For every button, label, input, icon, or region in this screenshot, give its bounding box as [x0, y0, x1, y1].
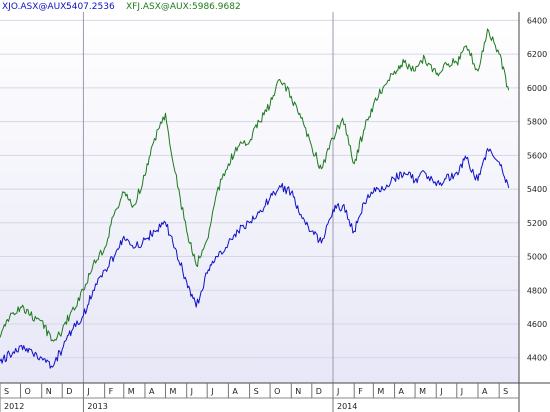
y-tick-label-6200: 6200: [527, 50, 547, 59]
month-label-1: O: [25, 387, 31, 396]
legend-label-xjo: XJO.ASX@AUX:: [2, 2, 69, 12]
legend: XJO.ASX@AUX: 5407.2536 XFJ.ASX@AUX: 5986…: [0, 0, 550, 12]
month-label-4: J: [86, 387, 89, 396]
y-tick-label-5000: 5000: [527, 253, 547, 262]
y-tick-label-5800: 5800: [527, 118, 547, 127]
grid-layer: [0, 12, 519, 383]
month-label-15: D: [316, 387, 322, 396]
series-layer: [0, 28, 510, 369]
legend-label-xfj: XFJ.ASX@AUX:: [126, 2, 192, 12]
month-label-22: J: [460, 387, 463, 396]
series-line-xfj-asx-aux: [0, 28, 510, 342]
y-tick-label-5200: 5200: [527, 219, 547, 228]
month-label-0: S: [4, 387, 9, 396]
month-label-17: F: [358, 387, 363, 396]
y-tick-label-6400: 6400: [527, 16, 547, 25]
month-label-20: M: [419, 387, 426, 396]
month-label-24: S: [503, 387, 508, 396]
month-label-21: J: [439, 387, 442, 396]
month-label-16: J: [336, 387, 339, 396]
y-tick-label-4400: 4400: [527, 354, 547, 363]
axis-layer: 4400 4600 4800 5000 5200 5400 5600 5800 6000 6200…: [0, 12, 550, 412]
month-label-10: J: [210, 387, 213, 396]
year-label-2014: 2014: [337, 402, 357, 411]
month-label-23: A: [482, 387, 488, 396]
month-label-11: A: [232, 387, 238, 396]
y-tick-label-5400: 5400: [527, 185, 547, 194]
y-tick-label-4600: 4600: [527, 320, 547, 329]
month-label-13: O: [274, 387, 280, 396]
month-label-12: S: [254, 387, 259, 396]
month-label-3: D: [66, 387, 72, 396]
legend-value-xfj: 5986.9682: [192, 2, 241, 12]
month-label-6: M: [128, 387, 135, 396]
year-label-2012: 2012: [4, 402, 24, 411]
month-label-18: M: [377, 387, 384, 396]
legend-background: [0, 0, 550, 12]
month-label-9: J: [190, 387, 193, 396]
y-tick-label-6000: 6000: [527, 84, 547, 93]
month-label-5: F: [109, 387, 114, 396]
y-tick-label-4800: 4800: [527, 286, 547, 295]
legend-value-xjo: 5407.2536: [66, 2, 115, 12]
plot-background: [0, 12, 519, 383]
month-label-19: A: [399, 387, 405, 396]
month-label-8: M: [169, 387, 176, 396]
year-label-2013: 2013: [87, 402, 107, 411]
month-label-2: N: [46, 387, 52, 396]
month-label-7: A: [149, 387, 155, 396]
month-label-14: N: [295, 387, 301, 396]
y-tick-label-5600: 5600: [527, 151, 547, 160]
series-line-xjo-asx-aux: [0, 148, 510, 369]
